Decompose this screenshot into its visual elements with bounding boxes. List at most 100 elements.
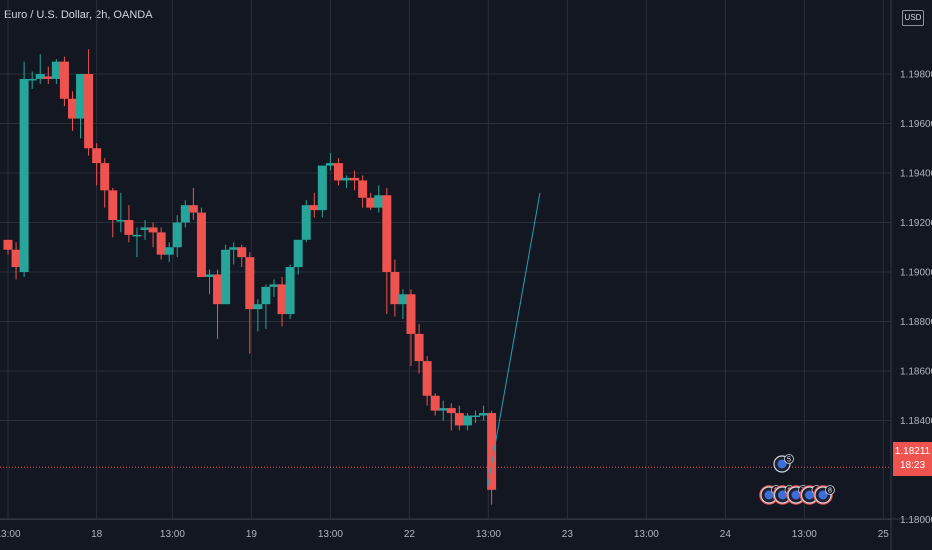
candle [164, 242, 174, 263]
candle-body [148, 227, 158, 233]
candle-body [188, 205, 198, 213]
candle [19, 61, 29, 277]
candle-body [438, 408, 448, 411]
event-flag-dot [791, 490, 801, 500]
candle [430, 393, 440, 416]
candle [253, 299, 263, 332]
time-tick-label: 23 [562, 529, 574, 540]
economic-event-marker[interactable]: 5 [773, 454, 794, 473]
candle-body [35, 74, 45, 79]
event-flag-dot [777, 459, 787, 469]
time-tick-label: 22 [404, 529, 416, 540]
event-flag-dot [818, 490, 828, 500]
candle [406, 289, 416, 367]
candle [180, 200, 190, 228]
candle-body [140, 227, 150, 230]
candle [59, 56, 69, 107]
candle-body [43, 76, 53, 79]
candle [342, 175, 352, 188]
candle-body [196, 212, 206, 277]
candle [43, 66, 53, 84]
candle-body [309, 205, 319, 211]
time-tick-label: 24 [720, 529, 732, 540]
candle-body [180, 205, 190, 223]
candle-body [462, 415, 472, 426]
event-flag-dot [778, 490, 787, 500]
candle [446, 403, 456, 431]
candle-body [398, 294, 408, 305]
candle [124, 205, 134, 243]
candle [108, 187, 118, 238]
candle [11, 242, 21, 280]
candle [132, 227, 142, 258]
event-markers[interactable]: 53378 [759, 454, 835, 505]
candle [245, 252, 255, 354]
time-tick-label: 13:00 [318, 529, 343, 540]
candle [35, 54, 45, 84]
candle [92, 143, 102, 186]
candle-body [261, 286, 271, 305]
candle-body [51, 61, 61, 79]
candle-body [132, 234, 142, 237]
price-tick-label: 1.18000 [900, 515, 932, 526]
price-tick-label: 1.18800 [900, 317, 932, 328]
candle-body [108, 190, 118, 221]
candle [76, 74, 86, 139]
candle [487, 410, 497, 505]
candle [196, 207, 206, 277]
candle-body [76, 74, 86, 119]
candle [350, 170, 360, 191]
candle-body [406, 294, 416, 334]
candle [414, 323, 424, 374]
candle [317, 165, 327, 218]
candle [148, 222, 158, 248]
candle-body [350, 177, 360, 181]
last-price-tag: 1.18211 18:23 [893, 442, 932, 476]
time-tick-label: 19 [246, 529, 258, 540]
candle-body [333, 163, 343, 181]
event-count-badge [825, 485, 835, 495]
grid [0, 0, 891, 520]
candle [188, 187, 198, 221]
price-tick-label: 1.19200 [900, 218, 932, 229]
candle-body [446, 408, 456, 414]
price-tick-label: 1.19800 [900, 70, 932, 81]
candles [3, 49, 497, 505]
trend-line[interactable] [487, 192, 541, 488]
candle-body [325, 163, 335, 166]
time-axis[interactable]: 13:00 18 13:00 19 13:00 22 13:00 23 13:00 24 13:00… [0, 529, 889, 540]
time-tick-label: 13:00 [0, 529, 21, 540]
candle-body [317, 165, 327, 211]
candle [390, 259, 400, 317]
price-axis[interactable]: 1.19800 1.19600 1.19400 1.19200 1.19000 1.188… [900, 70, 932, 527]
candle-body [358, 180, 368, 198]
economic-event-marker[interactable]: 8 [814, 485, 835, 504]
candle [140, 220, 150, 240]
candle-body [156, 232, 166, 255]
candle [51, 59, 61, 84]
candle-body [164, 247, 174, 255]
candle-body [27, 78, 37, 81]
candle-body [116, 220, 126, 222]
candle [422, 356, 432, 406]
time-tick-label: 13:00 [160, 529, 185, 540]
candle [237, 244, 247, 268]
currency-button[interactable]: USD [902, 10, 924, 26]
candle [479, 405, 489, 421]
candle-body [11, 249, 21, 268]
candle-body [293, 239, 303, 268]
candle [229, 242, 239, 265]
candle [358, 175, 368, 208]
candle-body [277, 284, 287, 315]
candle [261, 284, 271, 329]
candle [470, 410, 480, 423]
candle-body [84, 74, 94, 149]
candle [293, 239, 303, 275]
event-flag-dot [764, 490, 774, 500]
candle [309, 192, 319, 218]
candle [269, 279, 279, 297]
candle [172, 215, 182, 258]
candle-body [269, 284, 279, 287]
candle-body [479, 413, 489, 416]
